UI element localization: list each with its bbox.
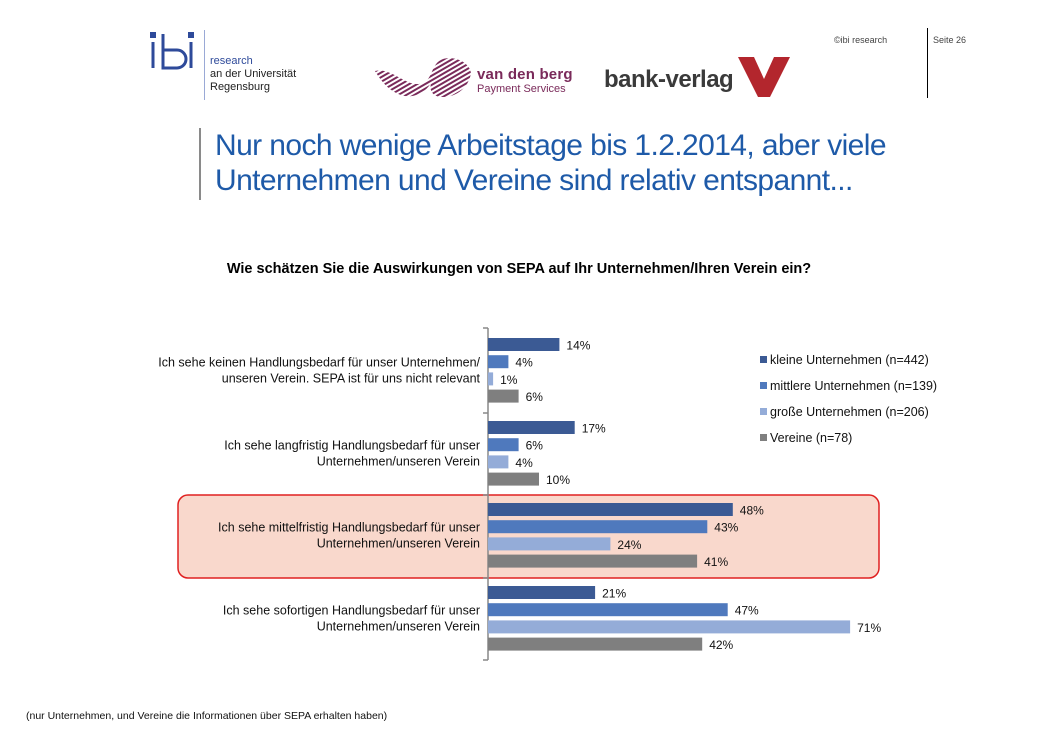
ibi-line-3: Regensburg bbox=[210, 81, 270, 93]
data-label: 4% bbox=[515, 456, 533, 470]
slide-title: Nur noch wenige Arbeitstage bis 1.2.2014… bbox=[215, 128, 975, 198]
bar bbox=[488, 355, 509, 369]
category-label: Ich sehe langfristig Handlungsbedarf für… bbox=[224, 438, 480, 452]
bar bbox=[488, 503, 733, 516]
bar bbox=[488, 554, 698, 568]
vdb-logo bbox=[375, 58, 471, 97]
category-label: Ich sehe sofortigen Handlungsbedarf für … bbox=[223, 603, 480, 617]
category-label: Ich sehe keinen Handlungsbedarf für unse… bbox=[158, 355, 480, 369]
bar bbox=[488, 421, 575, 434]
bar bbox=[488, 372, 494, 386]
page-number: Seite 26 bbox=[933, 35, 967, 45]
bar bbox=[488, 338, 560, 351]
bar bbox=[488, 537, 611, 551]
data-label: 21% bbox=[602, 587, 626, 601]
bankverlag-logo bbox=[738, 57, 790, 97]
bar bbox=[488, 586, 596, 599]
legend-swatch bbox=[760, 408, 767, 415]
bankverlag-wordmark: bank-verlag bbox=[604, 66, 734, 93]
vdb-wordmark: van den berg Payment Services bbox=[477, 67, 573, 96]
data-label: 10% bbox=[546, 473, 570, 487]
vdb-sub: Payment Services bbox=[477, 83, 566, 95]
bar bbox=[488, 637, 703, 651]
category-label: Unternehmen/unseren Verein bbox=[317, 454, 480, 468]
ibi-logo bbox=[150, 32, 194, 70]
data-label: 24% bbox=[617, 538, 641, 552]
legend-label: mittlere Unternehmen (n=139) bbox=[770, 379, 937, 393]
data-label: 6% bbox=[526, 390, 544, 404]
vdb-name: van den berg bbox=[477, 66, 573, 83]
data-label: 48% bbox=[740, 504, 764, 518]
bar bbox=[488, 620, 851, 634]
category-label: Unternehmen/unseren Verein bbox=[317, 619, 480, 633]
category-label: Unternehmen/unseren Verein bbox=[317, 536, 480, 550]
chart-title: Wie schätzen Sie die Auswirkungen von SE… bbox=[226, 261, 812, 277]
title-line-2: Unternehmen und Vereine sind relativ ent… bbox=[215, 164, 853, 197]
ibi-separator bbox=[204, 30, 205, 100]
data-label: 43% bbox=[714, 521, 738, 535]
legend-swatch bbox=[760, 382, 767, 389]
ibi-research-label: research bbox=[210, 55, 253, 67]
data-label: 6% bbox=[526, 439, 544, 453]
data-label: 14% bbox=[566, 339, 590, 353]
legend-swatch bbox=[760, 356, 767, 363]
legend-label: große Unternehmen (n=206) bbox=[770, 405, 929, 419]
copyright: ©ibi research bbox=[834, 35, 888, 45]
data-label: 4% bbox=[515, 356, 533, 370]
ibi-line-2: an der Universität bbox=[210, 68, 297, 80]
bar bbox=[488, 472, 539, 486]
bar bbox=[488, 389, 519, 403]
legend-label: kleine Unternehmen (n=442) bbox=[770, 353, 929, 367]
bar bbox=[488, 438, 519, 452]
bar bbox=[488, 520, 708, 534]
footnote: (nur Unternehmen, und Vereine die Inform… bbox=[26, 710, 388, 722]
legend-swatch bbox=[760, 434, 767, 441]
ibi-institution: research an der Universität Regensburg bbox=[210, 55, 296, 94]
data-label: 42% bbox=[709, 638, 733, 652]
title-line-1: Nur noch wenige Arbeitstage bis 1.2.2014… bbox=[215, 129, 887, 162]
legend-label: Vereine (n=78) bbox=[770, 431, 852, 445]
data-label: 41% bbox=[704, 555, 728, 569]
data-label: 17% bbox=[582, 422, 606, 436]
category-label: Ich sehe mittelfristig Handlungsbedarf f… bbox=[218, 520, 480, 534]
bar bbox=[488, 603, 728, 617]
header-divider bbox=[927, 28, 928, 98]
bar bbox=[488, 455, 509, 469]
data-label: 71% bbox=[857, 621, 881, 635]
data-label: 1% bbox=[500, 373, 518, 387]
title-accent-bar bbox=[199, 128, 201, 200]
category-label: unseren Verein. SEPA ist für uns nicht r… bbox=[222, 371, 481, 385]
data-label: 47% bbox=[735, 604, 759, 618]
